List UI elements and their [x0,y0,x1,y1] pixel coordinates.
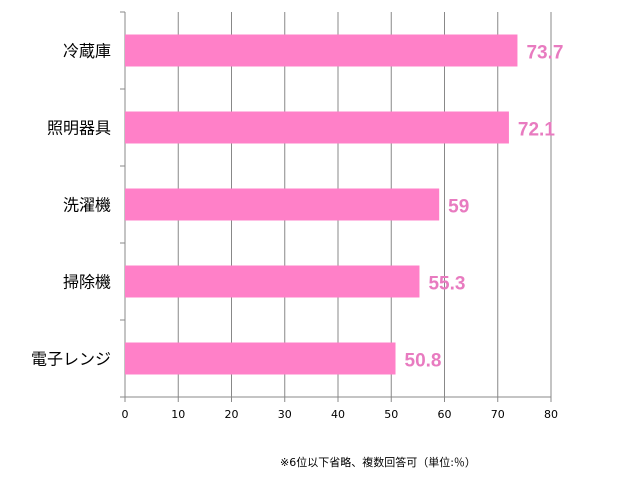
category-label: 洗濯機 [63,196,111,215]
category-label: 電子レンジ [31,350,111,369]
category-label: 照明器具 [47,119,111,138]
data-label: 72.1 [518,120,555,141]
category-label: 掃除機 [63,273,111,292]
x-tick-label: 80 [544,408,558,421]
x-tick-label: 70 [491,408,505,421]
x-tick-label: 0 [122,408,129,421]
bar [125,34,518,67]
x-tick-label: 50 [384,408,398,421]
x-tick-label: 20 [225,408,239,421]
data-label: 50.8 [405,351,442,372]
x-tick-label: 10 [171,408,185,421]
category-label: 冷蔵庫 [63,42,111,61]
x-tick-label: 60 [438,408,452,421]
bar [125,111,509,144]
data-label: 55.3 [428,274,465,295]
x-tick-label: 40 [331,408,345,421]
footnote: ※6位以下省略、複数回答可（単位:％） [280,456,476,469]
data-label: 73.7 [526,43,563,64]
bar [125,342,396,375]
data-label: 59 [448,197,469,218]
bar [125,188,440,221]
x-tick-label: 30 [278,408,292,421]
bar [125,265,420,298]
